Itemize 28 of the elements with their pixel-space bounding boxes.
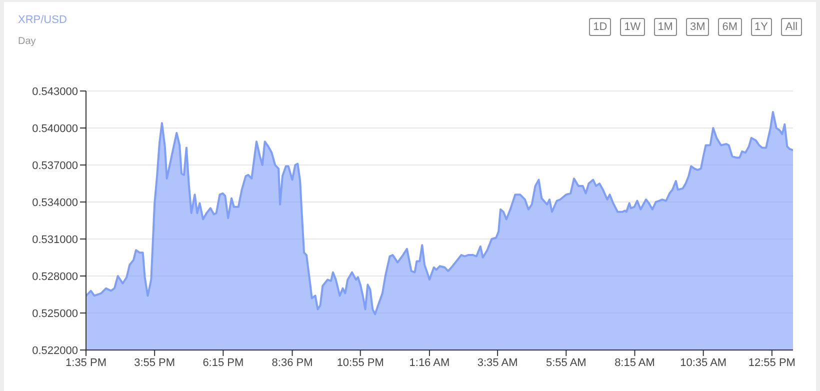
y-tick-label: 0.534000 (32, 196, 78, 209)
text: 3M (686, 18, 710, 36)
text: 1W (620, 18, 645, 36)
y-tick-label: 0.543000 (32, 86, 78, 98)
text: 1D (589, 18, 612, 36)
y-tick-label: 0.540000 (32, 122, 78, 135)
y-tick-label: 0.522000 (32, 344, 78, 357)
x-tick-label: 1:16 AM (409, 356, 450, 369)
text: 6M (718, 18, 742, 36)
y-tick-label: 0.531000 (32, 234, 78, 246)
chart-title: XRP/USD (18, 14, 67, 26)
y-tick-label: 0.528000 (32, 270, 78, 283)
x-tick-label: 12:55 PM (748, 356, 796, 369)
chart-subtitle: Day (18, 36, 36, 47)
x-tick-label: 3:35 AM (477, 356, 518, 369)
x-tick-label: 8:15 AM (614, 356, 655, 369)
x-tick-label: 6:15 PM (202, 356, 244, 369)
text: 1Y (750, 18, 772, 36)
x-tick-label: 10:35 AM (680, 356, 727, 369)
text: All (781, 18, 802, 36)
y-tick-label: 0.525000 (32, 308, 78, 320)
y-tick-label: 0.537000 (32, 160, 78, 172)
x-tick-label: 8:36 PM (272, 356, 313, 369)
x-tick-label: 3:55 PM (134, 356, 176, 369)
x-tick-label: 5:55 AM (546, 356, 586, 369)
text: 1M (654, 18, 677, 36)
x-tick-label: 1:35 PM (66, 356, 106, 369)
x-tick-label: 10:55 PM (336, 356, 384, 369)
